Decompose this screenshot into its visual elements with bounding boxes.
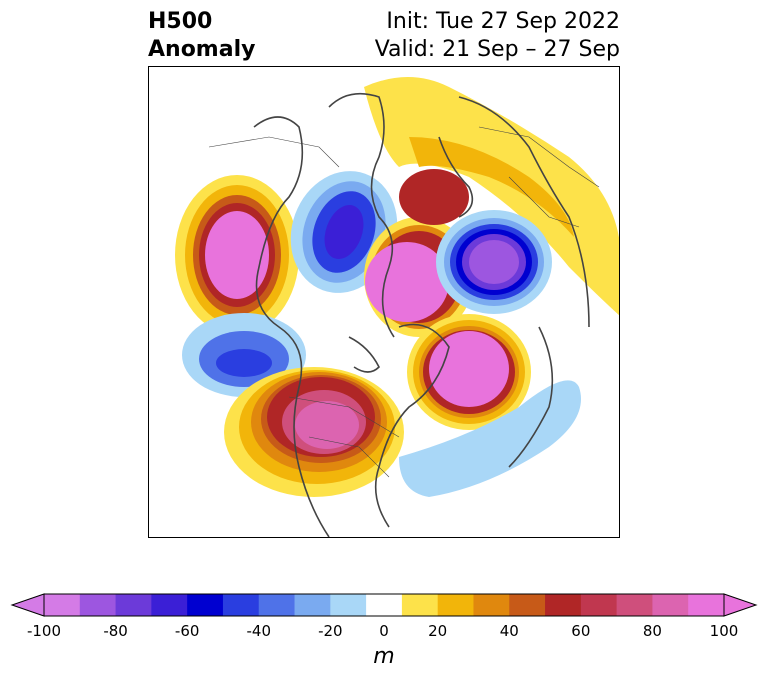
colorbar-swatch <box>258 594 296 616</box>
colorbar-swatch <box>688 594 725 616</box>
colorbar-tick-label: 40 <box>499 622 519 640</box>
colorbar-tick-label: 60 <box>571 622 591 640</box>
colorbar <box>10 593 758 617</box>
colorbar-tick-label: 20 <box>428 622 448 640</box>
colorbar-tick-label: 0 <box>379 622 389 640</box>
colorbar-swatch <box>545 594 582 616</box>
colorbar-tick-label: 80 <box>642 622 662 640</box>
colorbar-tick-label: -60 <box>174 622 200 640</box>
init-time: Init: Tue 27 Sep 2022 <box>386 9 620 34</box>
colorbar-swatch <box>79 594 117 616</box>
colorbar-tick-label: -100 <box>26 622 62 640</box>
anomaly-map <box>148 66 620 538</box>
trough-east <box>436 210 552 314</box>
colorbar-swatch <box>366 594 403 616</box>
valid-period: Valid: 21 Sep – 27 Sep <box>374 37 620 62</box>
colorbar-extend-high <box>723 593 758 617</box>
colorbar-swatch <box>330 594 367 616</box>
colorbar-tick-label: -40 <box>246 622 271 640</box>
colorbar-unit-label: m <box>373 644 395 669</box>
colorbar-swatch <box>222 594 260 616</box>
map-svg <box>175 77 619 537</box>
coastlines <box>253 92 590 537</box>
colorbar-tick-label: -20 <box>318 622 343 640</box>
ridge-atlantic <box>407 314 531 430</box>
colorbar-swatch <box>44 594 81 616</box>
colorbar-border <box>43 593 725 617</box>
colorbar-ticks: -100 -80 -60 -40 -20 0 20 40 60 80 100 <box>0 622 768 642</box>
title-anomaly: Anomaly <box>148 37 256 62</box>
colorbar-swatch <box>437 594 474 616</box>
colorbar-swatch <box>473 594 510 616</box>
colorbar-swatch <box>401 594 439 616</box>
borders <box>208 126 600 478</box>
trough-south-east <box>399 380 581 497</box>
title-right: Init: Tue 27 Sep 2022 Valid: 21 Sep – 27… <box>375 8 620 64</box>
colorbar-swatch <box>187 594 224 616</box>
colorbar-swatch <box>115 594 152 616</box>
colorbar-swatch <box>151 594 188 616</box>
ridge-band-north <box>364 77 619 316</box>
ridge-north-america <box>224 367 404 497</box>
trough-north-central <box>290 171 398 293</box>
colorbar-tick-label: 100 <box>709 622 739 640</box>
colorbar-tick-label: -80 <box>103 622 128 640</box>
ridge-west <box>175 175 299 335</box>
colorbar-swatch <box>652 594 689 616</box>
colorbar-swatch <box>616 594 653 616</box>
title-variable: H500 <box>148 9 213 34</box>
colorbar-swatch <box>509 594 546 616</box>
colorbar-extend-low <box>10 593 45 617</box>
title-left: H500 Anomaly <box>148 8 255 64</box>
colorbar-swatch <box>580 594 618 616</box>
colorbar-swatch <box>294 594 331 616</box>
